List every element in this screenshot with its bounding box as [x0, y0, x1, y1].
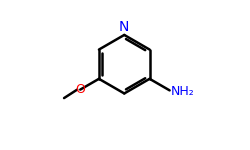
Text: O: O [75, 83, 85, 96]
Text: N: N [119, 20, 130, 34]
Text: NH₂: NH₂ [171, 85, 195, 98]
